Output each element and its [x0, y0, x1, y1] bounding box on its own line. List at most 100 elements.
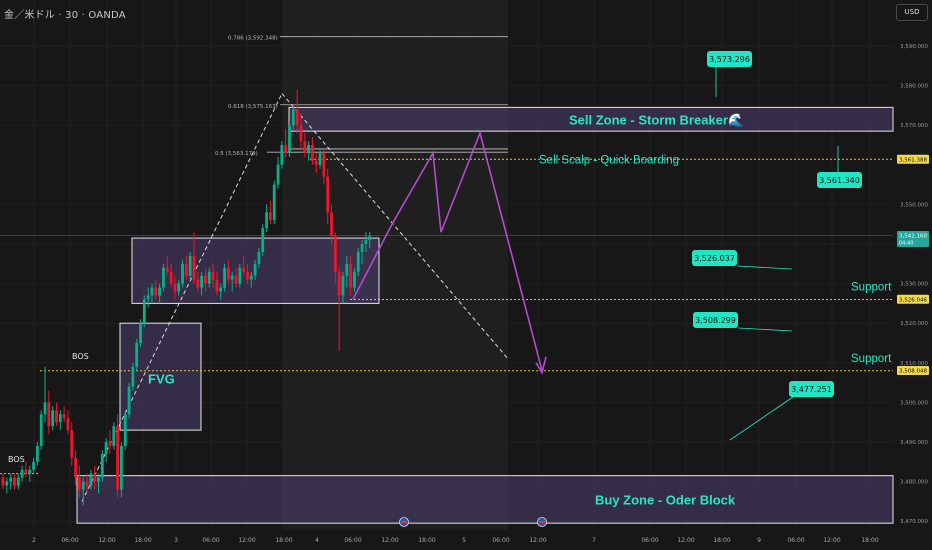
candle-body [55, 410, 58, 423]
projection-path [352, 130, 547, 375]
candle-body [104, 442, 108, 454]
time-tick-label: 12:00 [98, 537, 115, 544]
time-tick-label: 06:00 [61, 537, 78, 544]
time-tick-label: 2 [32, 537, 36, 544]
candle-body [81, 481, 85, 490]
candle-body [276, 164, 280, 185]
annotations: 0.786 (3,592.348) 0.618 (3,575.163) 0.5 (3… [8, 36, 892, 508]
price-tick-label: 3,510.000 [900, 361, 928, 367]
candle-body [70, 430, 74, 458]
fib-level-label: 0.618 (3,575.163) [228, 104, 278, 110]
time-tick-label: 12:00 [823, 537, 840, 544]
callout-leader [737, 327, 793, 332]
price-tag-label: 3,508.048 [899, 369, 927, 375]
price-tick-label: 3,580.000 [900, 84, 928, 90]
candle-body [131, 366, 135, 387]
candle-body [100, 453, 104, 478]
candle-body [299, 125, 303, 142]
price-tick-label: 3,590.000 [900, 44, 928, 50]
candle-body [349, 263, 353, 288]
sell-zone-label: Sell Zone - Storm Breaker🌊 [569, 112, 744, 127]
candle-body [58, 414, 62, 423]
candle-body [184, 263, 188, 276]
callout-box [692, 250, 737, 266]
currency-button[interactable]: USD [896, 4, 928, 21]
candle-body [5, 481, 9, 486]
price-tick-label: 3,530.000 [900, 282, 928, 288]
candle-body [108, 442, 112, 446]
candle-body [200, 275, 204, 288]
candle-body [215, 279, 219, 292]
candle-body [181, 263, 184, 284]
candle-body [32, 461, 35, 470]
flag-stripe [401, 521, 407, 523]
candle-body [188, 255, 192, 276]
time-tick-label: 18:00 [713, 537, 730, 544]
candle-body [39, 414, 43, 446]
candle-body [196, 279, 200, 288]
candle-body [89, 473, 93, 486]
candle-body [223, 267, 226, 288]
time-tick-label: 12:00 [677, 537, 694, 544]
time-tick-label: 4 [315, 537, 319, 544]
candle-body [165, 267, 169, 272]
candle-body [74, 457, 77, 478]
candle-body [93, 473, 97, 482]
candle-body [360, 244, 364, 252]
candle-body [314, 160, 318, 165]
price-tag-countdown: 04:40 [899, 240, 913, 246]
candle-body [112, 426, 116, 446]
price-tag [897, 294, 929, 304]
candle-body [307, 145, 310, 153]
candle-body [242, 267, 246, 272]
candle-body [330, 212, 333, 237]
time-axis[interactable]: 2 06:00 12:00 18:00 3 06:00 12:00 18:00 4 06:00 12… [32, 517, 879, 545]
time-tick-label: 06:00 [344, 537, 361, 544]
candle-body [261, 228, 265, 252]
candle-body [35, 445, 39, 462]
candle-body [150, 287, 154, 296]
time-tick-label: 06:00 [202, 537, 219, 544]
time-tick-label: 3 [174, 537, 178, 544]
trend-line-up [81, 93, 283, 502]
fib-level-label: 0.786 (3,592.348) [228, 36, 278, 42]
price-tick-label: 3,570.000 [900, 123, 928, 129]
price-tick-label: 3,550.000 [900, 202, 928, 208]
candle-body [24, 469, 28, 474]
candle-body [303, 141, 307, 153]
support-label: Support [851, 353, 892, 365]
price-tick-label: 3,500.000 [900, 400, 928, 406]
candle-body [230, 275, 234, 280]
callout-box [789, 381, 834, 397]
candle-body [337, 271, 341, 296]
time-tick-label: 06:00 [492, 537, 509, 544]
candle-body [284, 145, 288, 153]
candle-body [272, 184, 276, 221]
zone-box [76, 475, 894, 524]
price-tick-label: 3,520.000 [900, 321, 928, 327]
candles [1, 89, 372, 506]
time-tick-label: 18:00 [861, 537, 878, 544]
buy-zone-label: Buy Zone - Oder Block [595, 492, 736, 507]
candle-body [353, 271, 356, 288]
zones [76, 106, 894, 524]
time-tick-label: 18:00 [134, 537, 151, 544]
candle-body [356, 251, 360, 272]
flag-stripe [539, 521, 545, 523]
time-tick-label: 18:00 [418, 537, 435, 544]
zone-box [288, 106, 894, 132]
candle-body [345, 263, 349, 276]
candle-body [333, 236, 337, 272]
callout-value: 3,477.251 [791, 385, 832, 394]
candle-body [318, 152, 322, 165]
candle-body [253, 263, 257, 276]
candle-body [311, 145, 314, 161]
candle-body [368, 236, 372, 241]
candle-body [146, 295, 150, 300]
symbol-title: 金／米ドル · 30 · OANDA [4, 10, 126, 21]
candle-body [120, 445, 123, 490]
candle-body [326, 176, 330, 213]
time-tick-label: 06:00 [787, 537, 804, 544]
